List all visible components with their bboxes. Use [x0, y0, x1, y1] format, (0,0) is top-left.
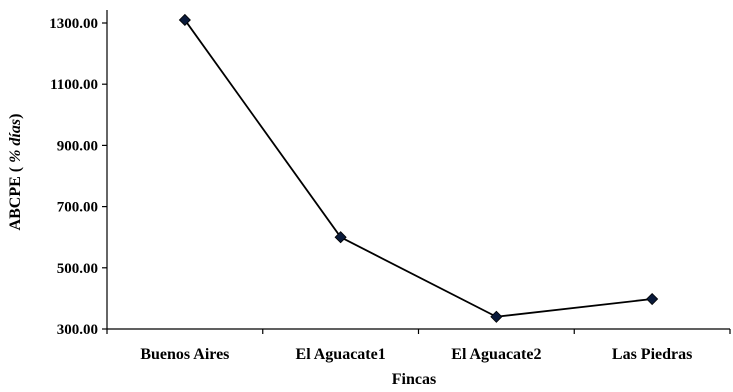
y-axis-title-italic: % días	[7, 119, 24, 163]
y-axis-title-end: )	[7, 114, 24, 119]
x-ticks: Buenos Aires El Aguacate1 El Aguacate2 Las …	[106, 329, 731, 363]
y-axis-title: ABCPE ( % días)	[7, 114, 24, 231]
x-tick-label: El Aguacate2	[451, 346, 541, 363]
x-axis-title: Fincas	[392, 371, 436, 387]
y-tick-label: 500.00	[57, 261, 98, 277]
data-point-marker	[646, 292, 659, 306]
data-point-marker	[334, 231, 347, 244]
y-ticks: 300.00 500.00 700.00 900.00 1100.00 1300.00	[49, 16, 107, 338]
x-tick-label: Buenos Aires	[140, 346, 229, 363]
y-tick-label: 1100.00	[50, 77, 98, 93]
y-tick-label: 700.00	[57, 200, 98, 216]
axes	[106, 10, 730, 330]
data-point-marker	[178, 13, 191, 27]
x-tick-label: Las Piedras	[612, 346, 692, 363]
series	[178, 13, 659, 323]
data-point-marker	[490, 310, 503, 323]
series-line	[184, 19, 653, 318]
y-tick-label: 1300.00	[49, 16, 98, 32]
y-axis-title-main: ABCPE (	[7, 163, 24, 231]
y-tick-label: 300.00	[57, 322, 98, 338]
x-tick-label: El Aguacate1	[296, 346, 386, 363]
y-tick-label: 900.00	[57, 138, 98, 154]
